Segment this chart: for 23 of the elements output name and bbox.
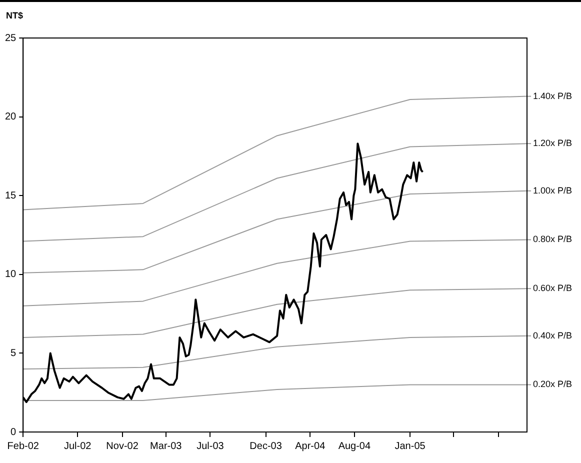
legend-label: 0.40x P/B — [533, 330, 572, 340]
y-tick-label: 25 — [5, 32, 17, 44]
x-tick-label: Jul-03 — [196, 440, 224, 452]
legend-label: 1.00x P/B — [533, 185, 572, 196]
legend-label: 1.20x P/B — [533, 138, 572, 148]
legend-label: 0.80x P/B — [533, 234, 572, 244]
legend-label: 0.20x P/B — [533, 379, 572, 390]
x-tick-label: Jul-02 — [64, 440, 92, 452]
x-tick-label: Dec-03 — [250, 440, 282, 452]
x-tick-label: Jan-05 — [394, 440, 426, 452]
x-tick-label: Apr-04 — [295, 440, 326, 452]
y-tick-label: 0 — [10, 426, 17, 438]
y-tick-label: 10 — [5, 269, 17, 280]
legend-label: 1.40x P/B — [533, 90, 572, 101]
y-axis-title: NT$ — [6, 10, 24, 20]
y-tick-label: 20 — [5, 112, 17, 123]
x-tick-label: Nov-02 — [106, 440, 139, 452]
y-tick-label: 5 — [10, 348, 17, 359]
y-tick-label: 15 — [5, 190, 17, 202]
x-tick-label: Feb-02 — [7, 440, 40, 452]
legend-label: 0.60x P/B — [533, 283, 572, 294]
x-tick-label: Mar-03 — [150, 440, 182, 452]
x-tick-label: Aug-04 — [338, 440, 371, 452]
